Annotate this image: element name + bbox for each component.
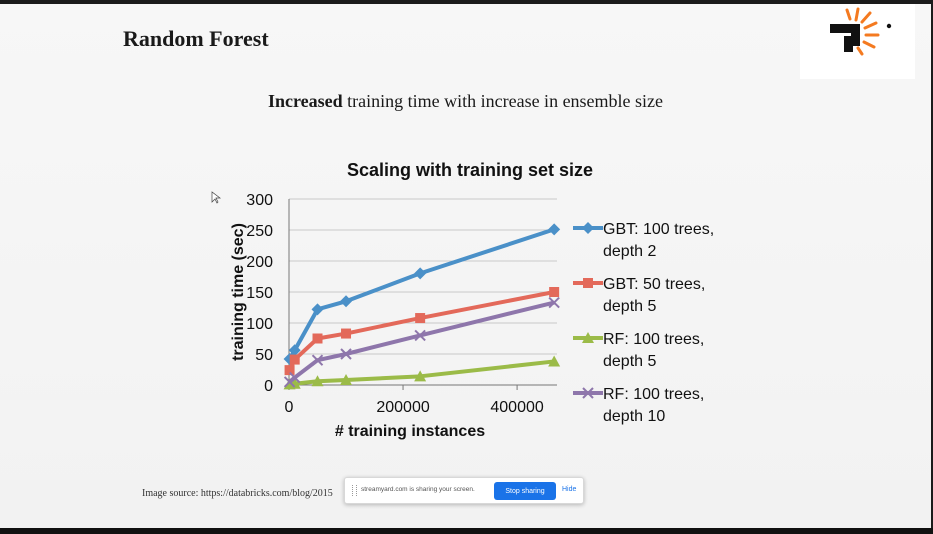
logo-mark-icon xyxy=(830,7,892,56)
data-point-0-2 xyxy=(311,303,324,316)
chart-title: Scaling with training set size xyxy=(347,160,593,180)
legend-label: depth 10 xyxy=(603,408,665,425)
hide-button[interactable]: Hide xyxy=(562,486,577,493)
y-tick-label: 250 xyxy=(246,223,273,240)
series-line-0 xyxy=(287,227,555,360)
data-point-3-4 xyxy=(414,329,426,342)
data-point-1-3 xyxy=(341,328,352,339)
share-message: streamyard.com is sharing your screen. xyxy=(361,486,475,493)
data-point-0-1 xyxy=(288,344,301,357)
slide: Random Forest Increased training time wi… xyxy=(0,4,931,528)
stop-sharing-button[interactable]: Stop sharing xyxy=(494,482,556,500)
data-point-1-0 xyxy=(284,365,295,376)
x-tick-label: 0 xyxy=(285,399,294,416)
data-point-2-1 xyxy=(288,377,301,389)
data-point-3-3 xyxy=(340,348,352,360)
legend: GBT: 100 trees, depth 2 GBT: 50 trees, dept… xyxy=(573,221,714,425)
screen-share-bar: streamyard.com is sharing your screen. S… xyxy=(344,477,584,504)
mouse-cursor-icon xyxy=(211,191,222,204)
logo xyxy=(800,4,915,79)
data-point-2-2 xyxy=(311,375,324,387)
y-tick-label: 300 xyxy=(246,192,273,209)
data-point-0-4 xyxy=(414,267,427,280)
data-point-3-5 xyxy=(548,296,560,309)
data-point-1-2 xyxy=(312,333,323,344)
y-tick-label: 100 xyxy=(246,316,273,333)
legend-label: GBT: 50 trees, xyxy=(603,276,705,293)
drag-handle-icon[interactable] xyxy=(352,485,357,496)
x-tick-label: 400000 xyxy=(490,399,543,416)
legend-label: depth 5 xyxy=(603,353,656,370)
subtitle-emphasis: Increased xyxy=(267,91,343,111)
legend-marker-0 xyxy=(582,222,594,234)
y-tick-label: 0 xyxy=(264,378,273,395)
legend-marker-2 xyxy=(582,332,594,343)
data-point-2-4 xyxy=(414,370,427,382)
slide-title: Random Forest xyxy=(123,26,269,51)
x-axis-label: # training instances xyxy=(335,423,485,440)
data-point-2-5 xyxy=(548,355,561,367)
bottom-bar xyxy=(0,528,933,534)
y-tick-label: 200 xyxy=(246,254,273,271)
data-point-3-1 xyxy=(288,371,301,384)
subtitle-text: training time with increase in ensemble … xyxy=(342,91,664,111)
series-lines xyxy=(283,223,561,390)
y-tick-label: 50 xyxy=(255,347,273,364)
y-axis-label: training time (sec) xyxy=(230,223,247,361)
legend-marker-1 xyxy=(583,278,593,288)
legend-label: depth 5 xyxy=(603,298,656,315)
data-point-3-2 xyxy=(311,354,324,366)
data-point-1-4 xyxy=(415,313,426,324)
y-tick-label: 150 xyxy=(246,285,273,302)
x-tick-label: 200000 xyxy=(376,399,429,416)
line-chart: Scaling with training set size training … xyxy=(211,160,714,440)
data-point-1-5 xyxy=(549,287,560,297)
legend-marker-3 xyxy=(582,387,594,399)
data-point-1-1 xyxy=(289,354,300,365)
slide-subtitle: Increased training time with increase in… xyxy=(0,91,931,112)
image-source-note: Image source: https://databricks.com/blo… xyxy=(142,488,333,499)
data-point-2-3 xyxy=(340,374,353,386)
legend-label: RF: 100 trees, xyxy=(603,386,704,403)
legend-label: GBT: 100 trees, xyxy=(603,221,714,238)
data-point-0-5 xyxy=(548,223,561,236)
legend-label: depth 2 xyxy=(603,243,656,260)
legend-label: RF: 100 trees, xyxy=(603,331,704,348)
data-point-0-3 xyxy=(340,295,353,308)
